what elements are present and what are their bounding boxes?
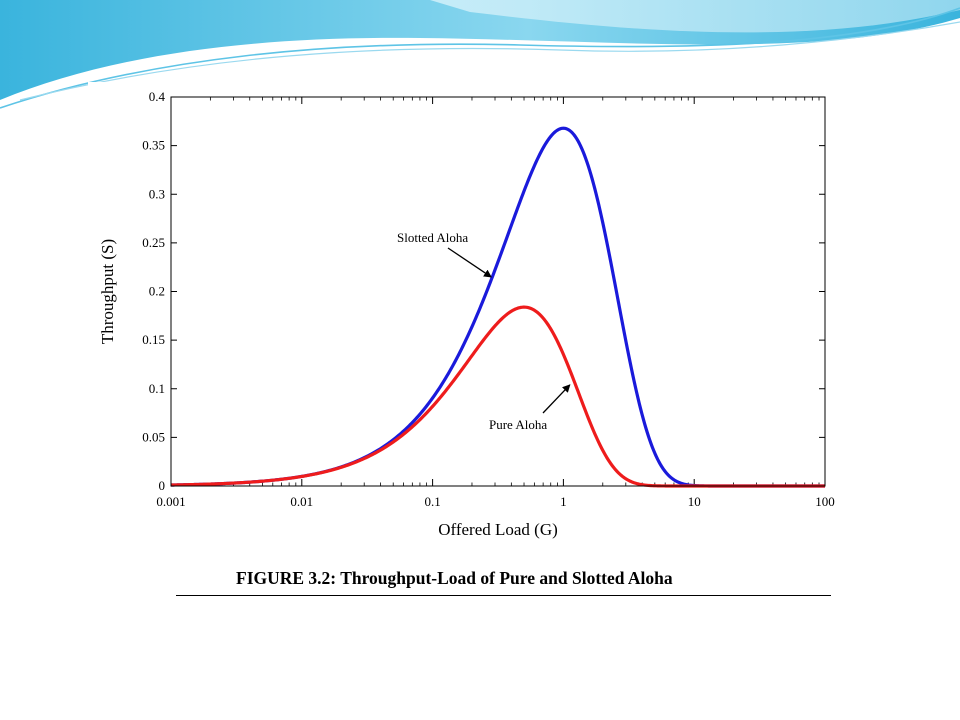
header-wave-line [0,7,960,109]
x-tick-label: 0.001 [156,494,185,509]
figure-caption: FIGURE 3.2: Throughput-Load of Pure and … [236,568,673,588]
annotation-arrow-pure-aloha [542,384,571,414]
y-tick-label: 0.4 [149,89,166,104]
plot-frame [170,96,826,487]
y-tick-label: 0.35 [142,138,165,153]
aloha-throughput-chart: 00.050.10.150.20.250.30.350.4 0.001 0.01 0… [98,89,835,539]
annotation-pure-aloha: Pure Aloha [489,417,547,432]
slide-header-swoosh [0,0,960,109]
y-tick-label: 0.1 [149,381,165,396]
y-tick-label: 0.25 [142,235,165,250]
y-tick-label: 0.05 [142,429,165,444]
annotation-arrow-slotted-aloha [447,247,492,278]
x-axis-ticks: 0.001 0.01 0.1 1 10 100 [156,97,835,509]
y-axis-ticks: 0 0.05 0.1 0.15 0.2 0.25 0.3 0.35 0.4 [142,89,825,493]
x-tick-label: 1 [560,494,567,509]
x-axis-title: Offered Load (G) [438,520,558,539]
series-line-slotted-aloha [170,126,826,488]
x-tick-label: 0.1 [424,494,440,509]
y-tick-label: 0.3 [149,186,165,201]
y-axis-title: Throughput (S) [98,239,117,344]
annotation-slotted-aloha: Slotted Aloha [397,230,468,245]
y-tick-label: 0.2 [149,284,165,299]
annotation-layer: Slotted Aloha Pure Aloha [397,230,571,432]
caption-rule [176,595,831,596]
figure-panel: 0 0.05 0.1 0.15 0.2 0.25 0.3 0.35 0.4 0.001 0.01 0… [88,82,863,600]
x-tick-label: 10 [688,494,701,509]
header-light-band [430,0,960,33]
series-layer [170,126,826,488]
x-tick-label: 100 [815,494,835,509]
series-line-pure-aloha [170,305,826,488]
header-wave-line-2 [19,21,960,101]
y-tick-label: 0.15 [142,332,165,347]
x-tick-label: 0.01 [290,494,313,509]
y-tick-label: 0 [159,478,166,493]
